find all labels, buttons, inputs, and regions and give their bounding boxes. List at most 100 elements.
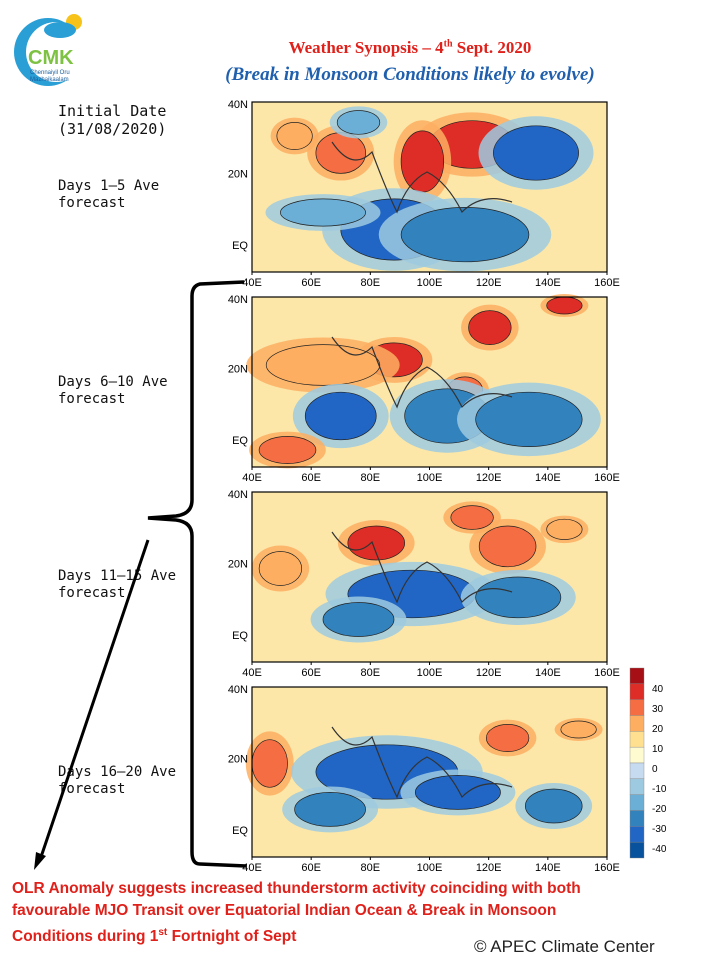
anomaly-blob <box>276 122 313 150</box>
lat-tick-label: 40N <box>228 294 248 306</box>
title-line-2: (Break in Monsoon Conditions likely to e… <box>225 64 595 85</box>
lat-tick-label: 40N <box>228 99 248 111</box>
lon-tick-label: 160E <box>594 277 620 289</box>
lon-tick-label: 60E <box>301 472 321 484</box>
colorbar-swatch <box>629 810 645 827</box>
coastline <box>331 336 513 409</box>
lon-tick-label: 40E <box>242 277 262 289</box>
colorbar-tick-label: 20 <box>652 724 664 735</box>
lon-tick-label: 40E <box>242 472 262 484</box>
lon-tick-label: 160E <box>594 862 620 874</box>
cloud-icon <box>44 22 76 38</box>
anomaly-blob <box>336 110 381 135</box>
anomaly-blob <box>475 391 583 447</box>
anomaly-blob <box>546 296 583 315</box>
lat-tick-label: EQ <box>232 435 248 447</box>
lon-tick-label: 60E <box>301 862 321 874</box>
lon-tick-label: 40E <box>242 667 262 679</box>
lon-tick-label: 140E <box>535 862 561 874</box>
lat-tick-label: 20N <box>228 168 248 180</box>
colorbar-tick-label: -20 <box>652 804 667 815</box>
colorbar-swatch <box>629 841 645 859</box>
lon-tick-label: 80E <box>361 667 381 679</box>
cmk-logo: CMK Chennaiyil Oru Mazhaikaalam <box>14 14 86 86</box>
lat-tick-label: EQ <box>232 240 248 252</box>
lon-tick-label: 60E <box>301 277 321 289</box>
colorbar: 40 30 20 10 0 -10 -20 -30 -40 <box>629 667 667 859</box>
colorbar-tick-label: -40 <box>652 844 667 855</box>
lat-tick-label: 20N <box>228 363 248 375</box>
initial-date-label: Initial Date (31/08/2020) <box>58 102 167 138</box>
anomaly-blob <box>450 505 494 530</box>
lon-tick-label: 80E <box>361 472 381 484</box>
lon-tick-label: 140E <box>535 277 561 289</box>
colorbar-tick-label: -10 <box>652 784 667 795</box>
coastline <box>331 531 513 604</box>
panel-4-label: Days 16–20 Ave forecast <box>58 764 177 797</box>
anomaly-blob <box>485 724 530 752</box>
anomaly-blob <box>258 551 303 586</box>
panel-3-label: Days 11–15 Ave forecast <box>58 568 177 601</box>
colorbar-swatch <box>629 794 645 811</box>
colorbar-tick-label: 0 <box>652 764 658 775</box>
lat-tick-label: 40N <box>228 489 248 501</box>
colorbar-swatch <box>629 826 645 843</box>
anomaly-blob <box>258 436 317 464</box>
lat-tick-label: EQ <box>232 825 248 837</box>
footer-note: OLR Anomaly suggests increased thunderst… <box>12 880 581 946</box>
anomaly-blob <box>347 525 406 561</box>
colorbar-swatch <box>629 699 645 716</box>
olr-map-days-1-5: 40N 20N EQ 40E 60E 80E 100E 120E 140E 160E <box>228 99 620 289</box>
lon-tick-label: 160E <box>594 472 620 484</box>
coastline <box>331 726 513 799</box>
lat-tick-label: 40N <box>228 684 248 696</box>
logo-initials: CMK <box>28 47 74 69</box>
lon-tick-label: 140E <box>535 472 561 484</box>
lon-tick-label: 100E <box>417 667 443 679</box>
lon-tick-label: 140E <box>535 667 561 679</box>
lon-tick-label: 60E <box>301 667 321 679</box>
colorbar-swatch <box>629 731 645 748</box>
anomaly-blob <box>493 125 579 181</box>
logo-subtitle-2: Mazhaikaalam <box>30 77 69 83</box>
lat-tick-label: 20N <box>228 753 248 765</box>
olr-map-days-6-10: 40N 20N EQ 40E 60E 80E 100E 120E 140E 160E <box>228 294 620 484</box>
anomaly-blob <box>546 518 583 540</box>
anomaly-blob <box>475 576 562 619</box>
olr-map-days-11-15: 40N 20N EQ 40E 60E 80E 100E 120E 140E 160E <box>228 489 620 679</box>
colorbar-swatch <box>629 762 645 780</box>
credit-text: © APEC Climate Center <box>474 937 655 956</box>
anomaly-blob <box>400 207 530 263</box>
colorbar-tick-label: 10 <box>652 744 664 755</box>
lon-tick-label: 160E <box>594 667 620 679</box>
lon-tick-label: 100E <box>417 277 443 289</box>
lon-tick-label: 100E <box>417 862 443 874</box>
colorbar-swatch <box>629 683 645 700</box>
lon-tick-label: 120E <box>476 472 502 484</box>
logo-subtitle-1: Chennaiyil Oru <box>30 70 70 76</box>
panel-1-label: Days 1–5 Ave forecast <box>58 178 160 211</box>
anomaly-blob <box>525 788 583 824</box>
lat-tick-label: EQ <box>232 630 248 642</box>
anomaly-blob <box>560 720 597 739</box>
arrow-head-icon <box>34 852 46 870</box>
anomaly-blob <box>304 391 377 441</box>
colorbar-swatch <box>629 667 645 685</box>
lon-tick-label: 80E <box>361 277 381 289</box>
lat-tick-label: 20N <box>228 558 248 570</box>
anomaly-blob <box>414 775 501 810</box>
anomaly-blob <box>468 310 512 345</box>
anomaly-blob <box>478 525 537 568</box>
lon-tick-label: 100E <box>417 472 443 484</box>
olr-map-days-16-20: 40N 20N EQ 40E 60E 80E 100E 120E 140E 160E <box>228 684 620 874</box>
anomaly-blob <box>265 344 381 386</box>
colorbar-swatch <box>629 778 645 795</box>
colorbar-tick-label: 40 <box>652 684 664 695</box>
coastline <box>331 141 513 214</box>
lon-tick-label: 120E <box>476 862 502 874</box>
anomaly-blob <box>400 130 445 193</box>
lon-tick-label: 120E <box>476 667 502 679</box>
lon-tick-label: 80E <box>361 862 381 874</box>
colorbar-swatch <box>629 746 645 764</box>
colorbar-tick-label: 30 <box>652 704 664 715</box>
